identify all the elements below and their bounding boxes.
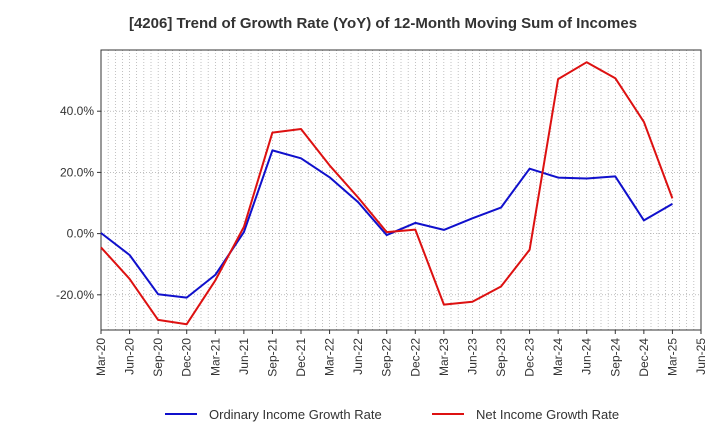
x-tick-label: Dec-21 bbox=[294, 338, 308, 377]
x-tick-label: Jun-21 bbox=[237, 338, 251, 375]
x-tick-label: Jun-23 bbox=[465, 338, 479, 375]
x-tick-label: Mar-22 bbox=[323, 338, 337, 376]
y-axis: -20.0% 0.0% 20.0% 40.0% bbox=[56, 104, 101, 302]
y-tick-label: 0.0% bbox=[67, 227, 95, 241]
x-tick-label: Mar-24 bbox=[551, 338, 565, 376]
x-tick-label: Mar-23 bbox=[437, 338, 451, 376]
y-tick-label: 40.0% bbox=[60, 104, 94, 118]
x-tick-label: Jun-20 bbox=[123, 338, 137, 375]
y-tick-label: 20.0% bbox=[60, 165, 94, 179]
series-line-2 bbox=[100, 61, 674, 326]
x-tick-label: Mar-20 bbox=[94, 338, 108, 376]
x-tick-label: Sep-24 bbox=[608, 338, 622, 377]
x-tick-label: Mar-25 bbox=[665, 338, 679, 376]
x-tick-label: Dec-22 bbox=[408, 338, 422, 377]
x-tick-label: Sep-23 bbox=[494, 338, 508, 377]
x-tick-label: Jun-22 bbox=[351, 338, 365, 375]
x-tick-label: Jun-24 bbox=[580, 338, 594, 375]
plot-area bbox=[100, 49, 702, 331]
x-tick-label: Sep-22 bbox=[380, 338, 394, 377]
x-tick-label: Sep-20 bbox=[151, 338, 165, 377]
y-tick-label: -20.0% bbox=[56, 288, 94, 302]
x-axis: Mar-20 Jun-20 Sep-20 Dec-20 Mar-21 Jun-21 Sep-… bbox=[94, 330, 708, 377]
series-line-1 bbox=[100, 149, 673, 299]
legend-label-2: Net Income Growth Rate bbox=[476, 407, 619, 422]
x-tick-label: Jun-25 bbox=[694, 338, 708, 375]
series bbox=[100, 61, 674, 326]
x-tick-label: Sep-21 bbox=[265, 338, 279, 377]
legend: Ordinary Income Growth Rate Net Income Gr… bbox=[165, 407, 619, 422]
x-tick-label: Mar-21 bbox=[208, 338, 222, 376]
x-tick-label: Dec-24 bbox=[637, 338, 651, 377]
grid bbox=[100, 50, 702, 330]
x-tick-label: Dec-23 bbox=[523, 338, 537, 377]
chart-title: [4206] Trend of Growth Rate (YoY) of 12-… bbox=[129, 15, 637, 32]
x-tick-label: Dec-20 bbox=[180, 338, 194, 377]
legend-label-1: Ordinary Income Growth Rate bbox=[209, 407, 382, 422]
